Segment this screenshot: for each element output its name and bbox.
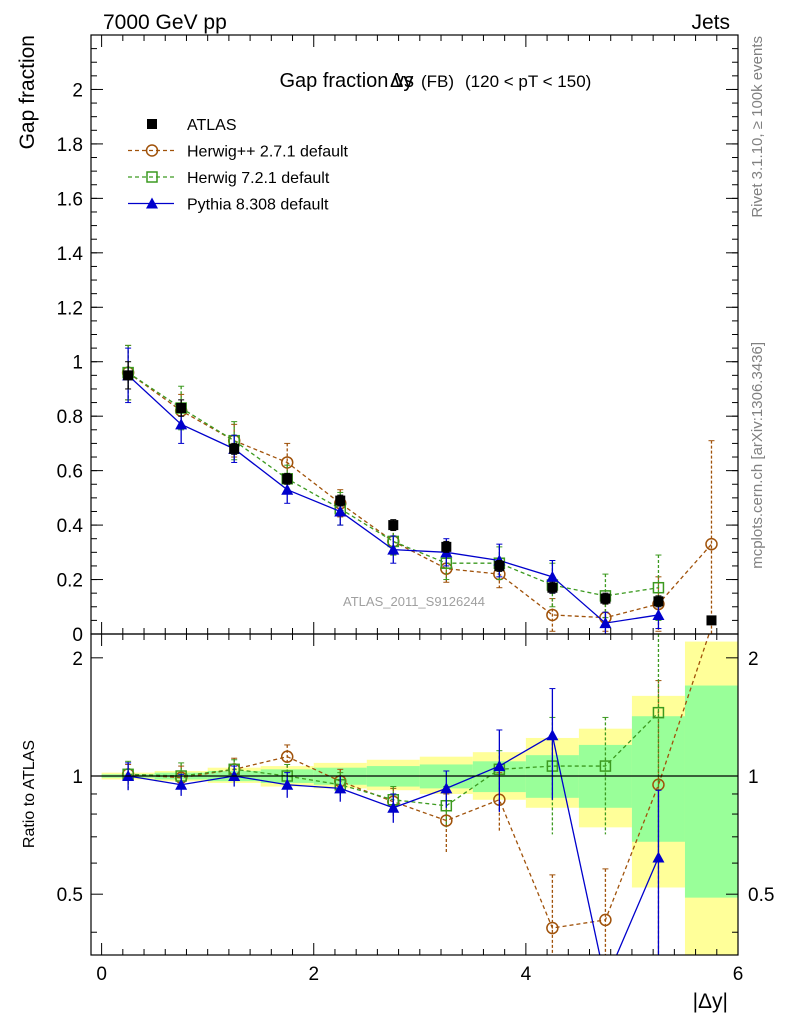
- ratio-y-tick-label-left: 1: [72, 767, 83, 788]
- main-y-tick-label: 0.6: [57, 462, 83, 483]
- main-point: [547, 582, 558, 593]
- main-point: [281, 483, 294, 495]
- ratio-y-tick-label-right: 2: [748, 649, 759, 670]
- main-point: [600, 593, 611, 604]
- ratio-point: [280, 750, 294, 763]
- main-y-axis-label: Gap fraction: [16, 35, 39, 149]
- legend-entry-herwig-7-2-1-default: Herwig 7.2.1 default: [128, 170, 330, 187]
- main-series-line: [127, 372, 712, 619]
- ratio-series-pythia-8-308-default: [122, 688, 665, 955]
- legend-marker: [145, 144, 159, 157]
- main-y-tick-label: 0.8: [57, 407, 83, 428]
- plot-title-main: Gap fraction vs: [279, 70, 414, 92]
- main-point: [229, 443, 240, 454]
- legend-marker: [146, 171, 158, 183]
- main-y-tick-label: 1.4: [57, 244, 84, 265]
- main-point: [334, 505, 347, 517]
- ratio-point: [652, 851, 665, 863]
- legend-entry-pythia-8-308-default: Pythia 8.308 default: [128, 197, 329, 214]
- legend-label: Herwig 7.2.1 default: [187, 170, 330, 187]
- main-point: [123, 370, 134, 381]
- ratio-y-tick-label-right: 0.5: [748, 885, 774, 906]
- legend-label: Herwig++ 2.7.1 default: [187, 144, 349, 161]
- main-y-tick-label: 0.2: [57, 571, 83, 592]
- main-point: [706, 615, 717, 626]
- main-point: [652, 608, 665, 620]
- legend-label: Pythia 8.308 default: [187, 197, 329, 214]
- main-series-atlas: [123, 361, 717, 626]
- x-tick-label: 4: [521, 964, 532, 985]
- main-point: [652, 581, 665, 594]
- main-y-tick-label: 1.6: [57, 189, 83, 210]
- plot-title-fb: (FB): [421, 72, 454, 91]
- main-point: [441, 541, 452, 552]
- main-series-line: [127, 372, 659, 597]
- header-left: 7000 GeV pp: [103, 11, 227, 34]
- main-point: [494, 560, 505, 571]
- legend-entry-herwig-2-7-1-default: Herwig++ 2.7.1 default: [128, 144, 349, 161]
- main-series-herwig-2-7-1-default: [121, 344, 718, 635]
- ratio-point: [440, 782, 453, 794]
- main-y-tick-label: 1: [72, 353, 83, 374]
- ratio-point: [652, 706, 665, 719]
- ratio-band-green: [684, 685, 738, 898]
- ratio-series-line: [128, 634, 710, 929]
- ratio-point: [334, 782, 347, 794]
- plot-title-variable: Δy: [390, 70, 413, 92]
- ratio-y-tick-label-left: 0.5: [57, 885, 83, 906]
- ratio-point: [599, 913, 612, 927]
- ratio-plot-panel: 0.5 0.5 1 1 2 2 0 2 4 6 Ratio to ATLAS |Δy|: [21, 633, 774, 1013]
- x-tick-label: 6: [733, 964, 744, 985]
- main-point: [599, 617, 612, 629]
- ratio-point: [546, 729, 559, 741]
- legend-entry-atlas: ATLAS: [147, 117, 237, 134]
- ratio-point: [599, 760, 612, 772]
- main-point: [705, 537, 718, 551]
- ratio-point: [175, 778, 188, 790]
- main-y-tick-label: 1.2: [57, 298, 83, 319]
- legend-marker: [147, 119, 157, 129]
- main-point: [388, 520, 399, 531]
- main-series-herwig-7-2-1-default: [122, 344, 665, 621]
- main-point: [387, 543, 400, 555]
- main-point: [653, 596, 664, 607]
- watermark-analysis-id: ATLAS_2011_S9126244: [343, 594, 485, 609]
- x-tick-label: 0: [96, 964, 107, 985]
- main-y-tick-label: 2: [72, 80, 83, 101]
- legend-label: ATLAS: [187, 117, 237, 134]
- legend: ATLAS Herwig++ 2.7.1 default Herwig 7.2.1 …: [128, 117, 349, 214]
- ratio-point: [387, 801, 400, 813]
- main-y-tick-label: 0: [72, 625, 83, 646]
- side-label-top: Rivet 3.1.10, ≥ 100k events: [749, 36, 766, 218]
- main-point: [175, 418, 188, 430]
- side-label-bottom: mcplots.cern.ch [arXiv:1306.3436]: [749, 342, 766, 569]
- ratio-point: [546, 921, 559, 935]
- ratio-y-tick-label-right: 1: [748, 767, 759, 788]
- main-y-tick-label: 1.8: [57, 135, 83, 156]
- x-axis-label: |Δy|: [693, 990, 728, 1013]
- main-point: [546, 608, 559, 622]
- main-point: [335, 495, 346, 506]
- main-point: [282, 473, 293, 484]
- ratio-y-axis-label: Ratio to ATLAS: [21, 740, 38, 848]
- main-point: [546, 570, 559, 582]
- header-right: Jets: [691, 11, 730, 34]
- ratio-frame: [90, 633, 739, 956]
- plot-title-cut: (120 < pT < 150): [465, 72, 591, 91]
- x-tick-label: 2: [308, 964, 319, 985]
- ratio-point: [493, 760, 506, 772]
- main-y-tick-label: 0.4: [57, 516, 84, 537]
- ratio-y-tick-label-left: 2: [72, 649, 83, 670]
- legend-marker: [146, 197, 158, 209]
- main-plot-panel: 0 0.2 0.4 0.6 0.8 1 1.2 1.4 1.6 1.8 2 Gap fraction…: [16, 34, 739, 646]
- ratio-point: [281, 778, 294, 790]
- main-series-line: [127, 374, 659, 624]
- ratio-point: [440, 814, 453, 827]
- main-point: [176, 403, 187, 414]
